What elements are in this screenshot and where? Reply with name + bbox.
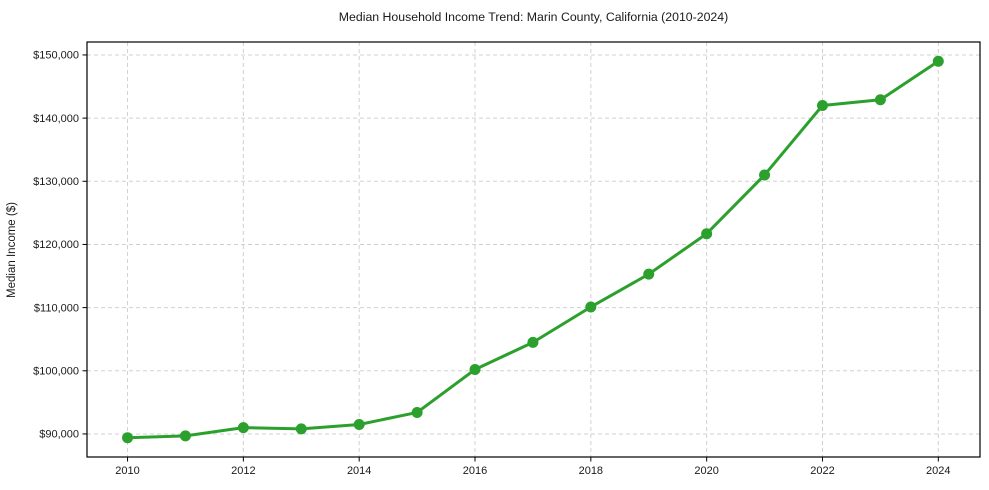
data-point-2017 (527, 336, 539, 348)
x-tick-label: 2016 (463, 465, 487, 477)
data-point-2023 (874, 94, 886, 106)
x-tick-label: 2014 (347, 465, 371, 477)
data-point-2011 (179, 430, 191, 442)
data-point-2019 (643, 268, 655, 280)
x-tick-label: 2012 (231, 465, 255, 477)
data-point-2013 (295, 423, 307, 435)
data-point-2021 (759, 169, 771, 181)
y-tick-label: $150,000 (33, 50, 79, 62)
y-tick-label: $120,000 (33, 239, 79, 251)
data-point-2014 (353, 418, 365, 430)
data-point-2022 (816, 99, 828, 111)
data-point-2012 (237, 422, 249, 434)
x-tick-label: 2018 (579, 465, 603, 477)
axis-ticks (82, 54, 939, 462)
data-point-2018 (585, 301, 597, 313)
x-tick-label: 2020 (694, 465, 718, 477)
data-series (122, 55, 944, 444)
y-tick-label: $140,000 (33, 113, 79, 125)
x-tick-label: 2022 (810, 465, 834, 477)
plot-border (86, 41, 981, 458)
y-axis-label: Median Income ($) (6, 202, 18, 298)
y-tick-label: $100,000 (33, 366, 79, 378)
x-tick-label: 2010 (115, 465, 139, 477)
y-tick-label: $90,000 (39, 429, 79, 441)
data-point-2020 (701, 228, 713, 240)
data-point-2015 (411, 406, 423, 418)
chart-title: Median Household Income Trend: Marin Cou… (339, 10, 728, 24)
data-point-2010 (122, 432, 134, 444)
x-tick-label: 2024 (926, 465, 950, 477)
y-tick-label: $130,000 (33, 176, 79, 188)
data-point-2024 (932, 55, 944, 67)
data-point-2016 (469, 364, 481, 376)
y-tick-label: $110,000 (34, 302, 79, 314)
gridlines (87, 42, 980, 457)
axis-tick-labels: 2010 2012 2014 2016 2018 2020 2022 2024 $90,000 $… (33, 50, 950, 477)
